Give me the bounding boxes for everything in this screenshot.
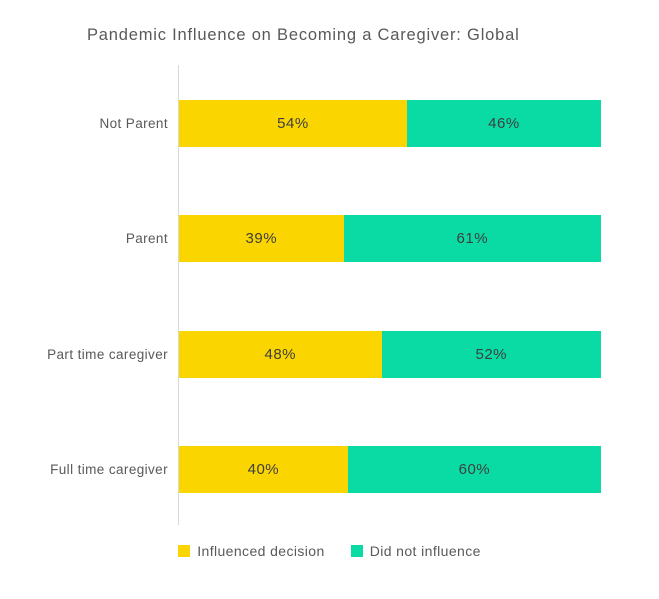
bar-track: 54% 46% xyxy=(179,100,601,147)
bar-segment-influenced-decision: 48% xyxy=(179,330,382,378)
legend-label-did-not-influence: Did not influence xyxy=(369,543,481,559)
bar-track: 39% 61% xyxy=(179,215,601,263)
value-label: 46% xyxy=(488,115,520,132)
legend-item-did-not-influence: Did not influence xyxy=(350,543,481,559)
value-label: 52% xyxy=(475,345,508,363)
chart-title: Pandemic Influence on Becoming a Caregiv… xyxy=(87,26,520,44)
legend-swatch-influenced-decision xyxy=(178,545,191,557)
legend: Influenced decision Did not influence xyxy=(0,543,659,559)
value-label: 61% xyxy=(456,230,489,248)
y-axis-line xyxy=(178,65,179,525)
bar-track: 48% 52% xyxy=(179,330,601,378)
bar-segment-did-not-influence: 61% xyxy=(343,215,601,263)
bar-track: 40% 60% xyxy=(179,445,601,493)
value-label: 48% xyxy=(264,345,297,363)
bar-segment-influenced-decision: 54% xyxy=(179,100,407,147)
bar-segment-did-not-influence: 52% xyxy=(381,330,601,378)
bar-segment-did-not-influence: 60% xyxy=(347,445,601,493)
bar-segment-did-not-influence: 46% xyxy=(406,100,601,147)
legend-label-influenced-decision: Influenced decision xyxy=(197,543,325,559)
value-label: 39% xyxy=(245,230,278,248)
bar-row: Parent 39% 61% xyxy=(0,215,659,263)
legend-swatch-did-not-influence xyxy=(350,545,363,557)
category-label: Full time caregiver xyxy=(50,461,168,477)
legend-item-influenced-decision: Influenced decision xyxy=(178,543,324,559)
value-label: 40% xyxy=(247,460,280,478)
bar-row: Full time caregiver 40% 60% xyxy=(0,445,659,493)
bar-segment-influenced-decision: 39% xyxy=(179,215,344,263)
value-label: 60% xyxy=(458,460,491,478)
bar-segment-influenced-decision: 40% xyxy=(179,445,348,493)
bar-row: Part time caregiver 48% 52% xyxy=(0,330,659,378)
category-label: Parent xyxy=(125,231,168,247)
category-label: Part time caregiver xyxy=(47,346,168,362)
bar-row: Not Parent 54% 46% xyxy=(0,100,659,147)
value-label: 54% xyxy=(277,115,309,132)
category-label: Not Parent xyxy=(99,116,168,131)
